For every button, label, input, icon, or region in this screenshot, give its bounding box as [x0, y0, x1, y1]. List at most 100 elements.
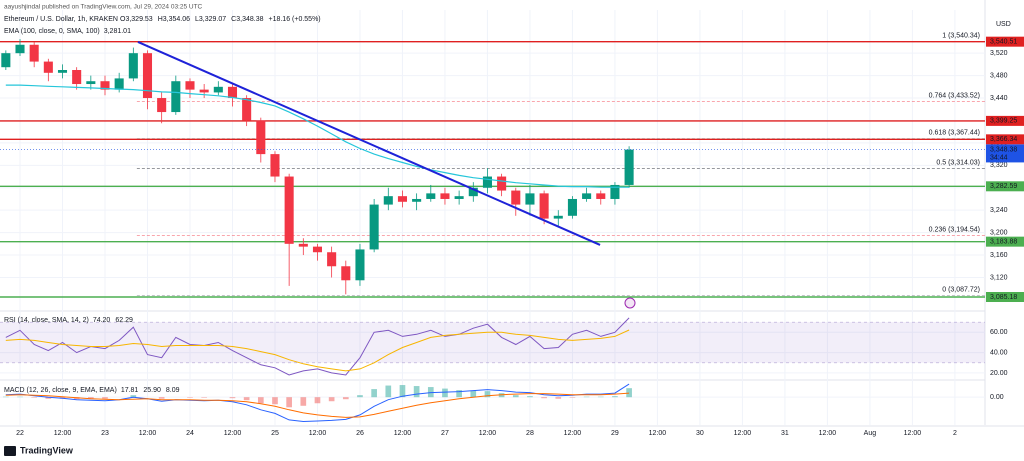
publisher: aayushjindal published on TradingView.co… [4, 4, 203, 11]
fib-label: 0.618 (3,367.44) [929, 130, 980, 137]
candle-body [355, 249, 365, 281]
countdown-label: 34:44 [990, 154, 1008, 161]
fib-label: 0 (3,087.72) [942, 286, 980, 293]
candle-body [213, 86, 223, 93]
x-tick-label: 23 [101, 430, 109, 437]
level-label: 3,399.25 [990, 118, 1017, 125]
macd-histogram-bar [541, 397, 547, 399]
macd-histogram-bar [272, 397, 278, 405]
x-tick-label: 12:00 [734, 430, 752, 437]
pane-value: 62.29 [115, 317, 133, 324]
macd-histogram-bar [201, 397, 207, 398]
pane-title: MACD (12, 26, close, 9, EMA, EMA) [4, 387, 117, 394]
candle-body [312, 246, 323, 253]
candle-body [29, 44, 39, 62]
ema-title: EMA (100, close, 0, SMA, 100) [4, 28, 100, 35]
candle-body [327, 252, 337, 267]
x-tick-label: 29 [611, 430, 619, 437]
macd-histogram-bar [286, 397, 292, 408]
candle-body [596, 193, 606, 199]
level-tag [986, 236, 1024, 247]
macd-histogram-bar [45, 397, 52, 399]
pane-value: 74.20 [93, 317, 111, 324]
macd-histogram-bar [555, 397, 562, 399]
candle-body [227, 86, 238, 99]
fib-label: 1 (3,540.34) [942, 33, 980, 40]
candle-body [582, 193, 592, 199]
candle-body [100, 81, 110, 90]
macd-histogram-bar [342, 397, 349, 400]
line [5, 392, 630, 418]
x-tick-label: 28 [526, 430, 534, 437]
macd-histogram-bar [626, 388, 632, 398]
macd-histogram-bar [484, 391, 491, 398]
footer: TradingView [20, 445, 74, 455]
labels: aayushjindal published on TradingView.co… [4, 4, 1024, 456]
ohlc-value: O3,329.53 [120, 16, 153, 23]
currency: USD [996, 21, 1011, 28]
candle-body [284, 176, 294, 244]
macd-histogram-bar [17, 396, 23, 398]
y-tick-label: 3,200 [990, 229, 1008, 236]
level-label: 3,366.34 [990, 136, 1017, 143]
macd-histogram-bar [158, 397, 165, 399]
level-tag [986, 134, 1024, 145]
candle-body [412, 198, 422, 202]
level-tag [986, 292, 1024, 303]
candle-body [497, 176, 507, 191]
ohlc-value: H3,354.06 [158, 16, 190, 23]
chart-title: Ethereum / U.S. Dollar, 1h, KRAKEN [4, 16, 118, 23]
candle-body [525, 193, 535, 205]
macd-histogram-bar [314, 397, 321, 404]
candle-body [511, 190, 521, 205]
ohlc-value: C3,348.38 [231, 16, 263, 23]
pane-value: 25.90 [143, 387, 161, 394]
last-price-tag [986, 144, 1024, 163]
candle-body [539, 193, 549, 219]
x-tick-label: 12:00 [649, 430, 667, 437]
macd-histogram-bar [385, 385, 392, 398]
macd-histogram-bar [527, 396, 533, 398]
y-tick-label: 3,320 [990, 162, 1008, 169]
macd-histogram-bar [257, 397, 264, 404]
x-tick-label: 12:00 [479, 430, 497, 437]
x-tick-label: 31 [781, 430, 789, 437]
line [5, 383, 630, 423]
y-tick-label: 3,440 [990, 95, 1008, 102]
ohlc-value: L3,329.07 [195, 16, 226, 23]
plot [0, 39, 985, 423]
macd-histogram-bar [456, 390, 462, 398]
x-tick-label: 12:00 [139, 430, 157, 437]
level-tag [986, 36, 1024, 47]
macd-histogram-bar [583, 396, 590, 398]
level-label: 3,540.51 [990, 39, 1017, 46]
macd-histogram-bar [229, 397, 236, 399]
candle-body [1, 53, 11, 68]
level-tag [986, 115, 1024, 126]
macd-histogram-bar [3, 396, 9, 398]
macd-histogram-bar [442, 388, 448, 398]
macd-histogram-bar [569, 397, 576, 398]
candle-body [270, 154, 280, 177]
macd-histogram-bar [300, 397, 307, 406]
candle-body [482, 176, 492, 188]
macd-histogram-bar [88, 397, 94, 399]
y-tick-label: 3,520 [990, 50, 1008, 57]
y-tick-label: 0.00 [990, 394, 1004, 401]
trendline [137, 41, 601, 246]
alert-icon[interactable] [624, 297, 636, 309]
fib-label: 0.236 (3,194.54) [929, 227, 980, 234]
candle-body [256, 120, 266, 155]
fib-label: 0.764 (3,433.52) [929, 93, 980, 100]
candle-body [157, 98, 167, 113]
candle-body [185, 81, 195, 90]
candle-body [426, 193, 436, 199]
candle-body [242, 98, 252, 121]
last-price-label: 3,348.38 [990, 146, 1017, 153]
y-tick-label: 3,120 [990, 274, 1008, 281]
candle-body [383, 196, 393, 205]
fib-label: 0.5 (3,314.03) [936, 160, 980, 167]
x-tick-label: 30 [696, 430, 704, 437]
x-tick-label: 2 [953, 430, 957, 437]
x-tick-label: Aug [864, 430, 877, 437]
